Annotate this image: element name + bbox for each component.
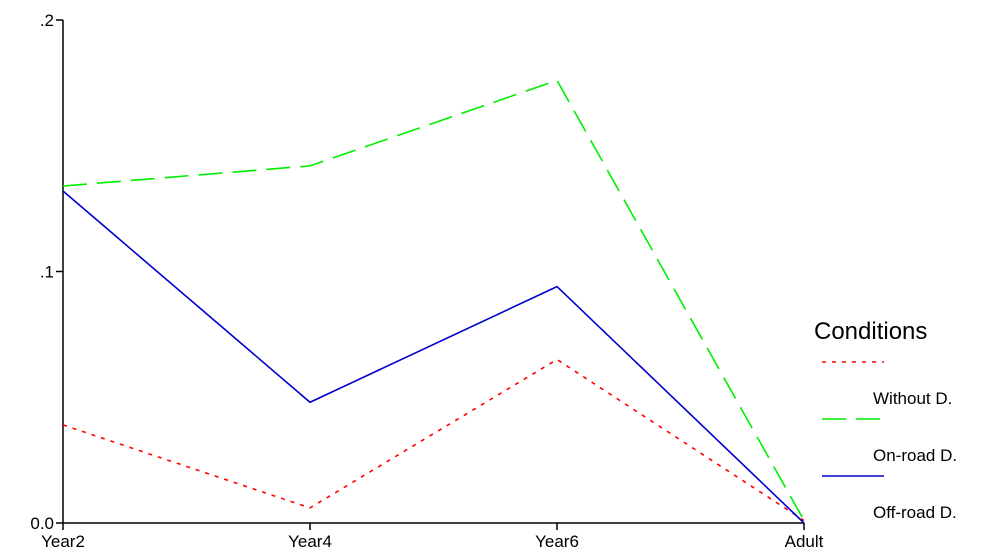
x-tick-label: Year4 <box>288 532 332 551</box>
legend-title: Conditions <box>814 318 927 345</box>
series-line-without-d <box>62 358 805 522</box>
x-tick-label: Adult <box>785 532 824 551</box>
y-ticks: .2 .1 0.0 <box>30 11 63 533</box>
legend: Conditions Without D. On-road D. Off-road … <box>814 318 957 522</box>
series-lines <box>62 79 805 524</box>
x-tick-label: Year6 <box>535 532 579 551</box>
y-tick-label: .1 <box>40 263 54 282</box>
legend-label: Without D. <box>873 389 952 408</box>
legend-label: On-road D. <box>873 446 957 465</box>
y-tick-label: .2 <box>40 11 54 30</box>
series-line-off-road-d <box>62 190 805 524</box>
y-tick-label: 0.0 <box>30 514 54 533</box>
x-ticks: Year2 Year4 Year6 Adult <box>41 523 824 551</box>
legend-label: Off-road D. <box>873 503 957 522</box>
x-tick-label: Year2 <box>41 532 85 551</box>
series-line-on-road-d <box>62 79 805 521</box>
